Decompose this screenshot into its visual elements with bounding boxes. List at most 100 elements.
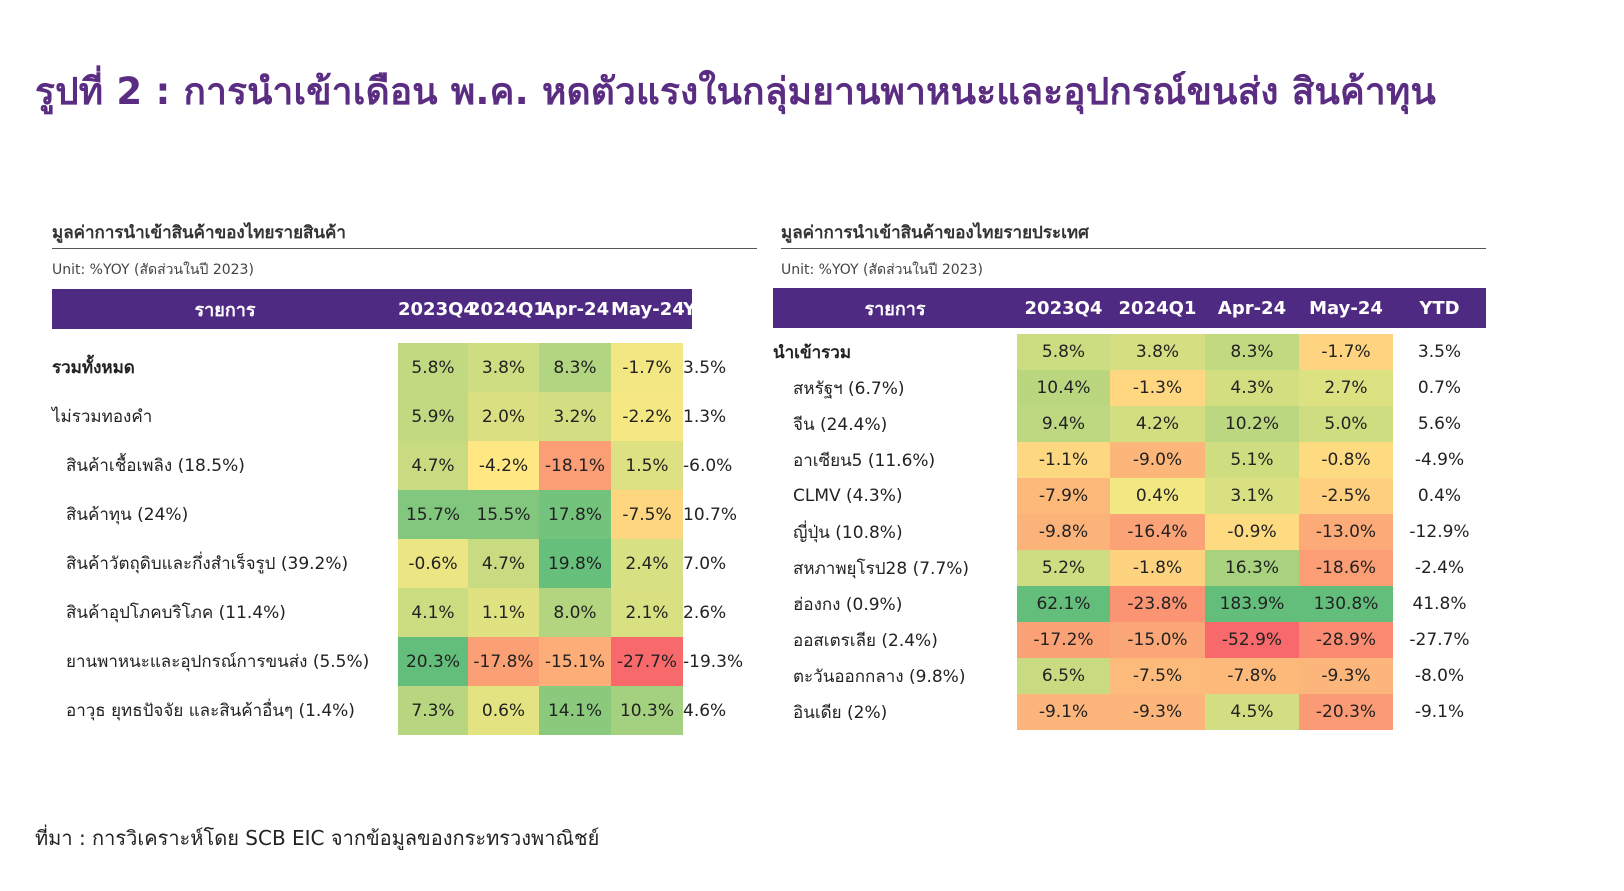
heat-cell: -1.8%	[1110, 550, 1205, 586]
row-label: อินเดีย (2%)	[793, 702, 888, 723]
country-import-panel: มูลค่าการนำเข้าสินค้าของไทยรายประเทศ Uni…	[781, 222, 1486, 281]
table-row: อาวุธ ยุทธปัจจัย และสินค้าอื่นๆ (1.4%) 7.…	[52, 686, 727, 735]
heat-cell: -2.5%	[1299, 478, 1393, 514]
table-row: สินค้าทุน (24%) 15.7% 15.5% 17.8% -7.5% 10.7%	[52, 490, 738, 539]
heat-cell: 0.4%	[1110, 478, 1205, 514]
row-label: สหภาพยุโรป28 (7.7%)	[793, 558, 970, 579]
column-header: May-24	[1299, 288, 1393, 331]
heat-cell: 8.3%	[1205, 331, 1299, 370]
heat-cell: -9.3%	[1110, 694, 1205, 730]
column-header: YTD	[1393, 288, 1486, 331]
table-row: CLMV (4.3%) -7.9% 0.4% 3.1% -2.5% 0.4%	[773, 478, 1486, 514]
country-import-table: รายการ 2023Q4 2024Q1 Apr-24 May-24 YTD นำเข้าร…	[773, 288, 1486, 730]
column-header: 2023Q4	[398, 289, 476, 336]
ytd-cell: -2.4%	[1414, 558, 1465, 578]
ytd-cell: 10.7%	[683, 504, 738, 525]
heat-cell: -0.6%	[398, 539, 468, 588]
heat-cell: -28.9%	[1299, 622, 1393, 658]
ytd-cell: -19.3%	[683, 651, 744, 672]
heat-cell: -4.2%	[468, 441, 539, 490]
heat-cell: 5.9%	[398, 392, 468, 441]
column-header: รายการ	[773, 288, 1017, 331]
heat-cell: -18.1%	[539, 441, 611, 490]
row-label: อาวุธ ยุทธปัจจัย และสินค้าอื่นๆ (1.4%)	[66, 701, 355, 721]
row-label: อาเซียน5 (11.6%)	[793, 450, 936, 471]
heat-cell: -7.9%	[1017, 478, 1110, 514]
row-label: ตะวันออกกลาง (9.8%)	[793, 666, 966, 687]
source-note: ที่มา : การวิเคราะห์โดย SCB EIC จากข้อมู…	[35, 826, 600, 850]
heat-cell: -7.5%	[611, 490, 683, 539]
heat-cell: 1.1%	[468, 588, 539, 637]
ytd-cell: 41.8%	[1412, 594, 1467, 614]
heat-cell: 3.2%	[539, 392, 611, 441]
heat-cell: 5.8%	[398, 336, 468, 392]
row-label: ไม่รวมทองคำ	[52, 407, 153, 427]
row-label: สินค้าทุน (24%)	[66, 505, 189, 525]
heat-cell: -23.8%	[1110, 586, 1205, 622]
heat-cell: 10.4%	[1017, 370, 1110, 406]
ytd-cell: 7.0%	[683, 553, 727, 574]
ytd-cell: -27.7%	[1409, 630, 1470, 650]
heat-cell: 3.8%	[1110, 331, 1205, 370]
row-label: นำเข้ารวม	[773, 342, 852, 363]
heat-cell: 15.5%	[468, 490, 539, 539]
heat-cell: 3.1%	[1205, 478, 1299, 514]
heat-cell: -9.3%	[1299, 658, 1393, 694]
heat-cell: 3.8%	[468, 336, 539, 392]
heat-cell: 2.7%	[1299, 370, 1393, 406]
heat-cell: 6.5%	[1017, 658, 1110, 694]
heat-cell: -1.1%	[1017, 442, 1110, 478]
product-table-unit: Unit: %YOY (สัดส่วนในปี 2023)	[52, 262, 254, 278]
heat-cell: 2.0%	[468, 392, 539, 441]
heat-cell: 4.5%	[1205, 694, 1299, 730]
heat-cell: -52.9%	[1205, 622, 1299, 658]
heat-cell: 4.7%	[398, 441, 468, 490]
heat-cell: 130.8%	[1299, 586, 1393, 622]
table-row: ฮ่องกง (0.9%) 62.1% -23.8% 183.9% 130.8% 41.8…	[773, 586, 1486, 622]
ytd-cell: 0.7%	[1417, 378, 1462, 398]
ytd-cell: 4.6%	[683, 700, 727, 721]
ytd-cell: 1.3%	[683, 406, 727, 427]
column-header: 2023Q4	[1017, 288, 1110, 331]
heat-cell: 62.1%	[1017, 586, 1110, 622]
table-row: สหรัฐฯ (6.7%) 10.4% -1.3% 4.3% 2.7% 0.7%	[773, 370, 1486, 406]
row-label: จีน (24.4%)	[793, 414, 888, 435]
ytd-cell: -9.1%	[1414, 702, 1465, 722]
ytd-cell: -6.0%	[683, 455, 733, 476]
table-row: ไม่รวมทองคำ 5.9% 2.0% 3.2% -2.2% 1.3%	[52, 392, 727, 441]
ytd-cell: -12.9%	[1409, 522, 1470, 542]
product-import-panel: มูลค่าการนำเข้าสินค้าของไทยรายสินค้า Uni…	[52, 222, 757, 735]
heat-cell: 4.2%	[1110, 406, 1205, 442]
ytd-cell: 3.5%	[1417, 342, 1462, 362]
heat-cell: -15.0%	[1110, 622, 1205, 658]
heat-cell: -9.8%	[1017, 514, 1110, 550]
heat-cell: 10.3%	[611, 686, 683, 735]
ytd-cell: -8.0%	[1414, 666, 1465, 686]
header-row: รายการ 2023Q4 2024Q1 Apr-24 May-24 YTD	[773, 288, 1486, 331]
heat-cell: 8.0%	[539, 588, 611, 637]
heat-cell: 9.4%	[1017, 406, 1110, 442]
heat-cell: -9.0%	[1110, 442, 1205, 478]
row-label: ยานพาหนะและอุปกรณ์การขนส่ง (5.5%)	[66, 652, 370, 672]
header-row: รายการ 2023Q4 2024Q1 Apr-24 May-24 YTD	[52, 289, 723, 336]
column-header: 2024Q1	[1110, 288, 1205, 331]
heat-cell: -15.1%	[539, 637, 611, 686]
heat-cell: 5.0%	[1299, 406, 1393, 442]
column-header: 2024Q1	[468, 289, 546, 336]
ytd-cell: 3.5%	[683, 357, 727, 378]
heat-cell: 4.3%	[1205, 370, 1299, 406]
heat-cell: 20.3%	[398, 637, 468, 686]
table-row: ญี่ปุ่น (10.8%) -9.8% -16.4% -0.9% -13.0% -12…	[773, 514, 1486, 550]
row-label: CLMV (4.3%)	[793, 486, 903, 506]
ytd-cell: 5.6%	[1417, 414, 1462, 434]
page-title: รูปที่ 2 : การนำเข้าเดือน พ.ค. หดตัวแรงใ…	[35, 70, 1436, 113]
row-label: ออสเตรเลีย (2.4%)	[793, 630, 938, 651]
heat-cell: -17.2%	[1017, 622, 1110, 658]
row-label: ญี่ปุ่น (10.8%)	[793, 522, 903, 543]
heat-cell: 5.8%	[1017, 331, 1110, 370]
table-row: รวมทั้งหมด 5.8% 3.8% 8.3% -1.7% 3.5%	[52, 336, 727, 392]
heat-cell: -17.8%	[468, 637, 539, 686]
country-table-unit: Unit: %YOY (สัดส่วนในปี 2023)	[781, 262, 983, 278]
heat-cell: -27.7%	[611, 637, 683, 686]
heat-cell: 0.6%	[468, 686, 539, 735]
